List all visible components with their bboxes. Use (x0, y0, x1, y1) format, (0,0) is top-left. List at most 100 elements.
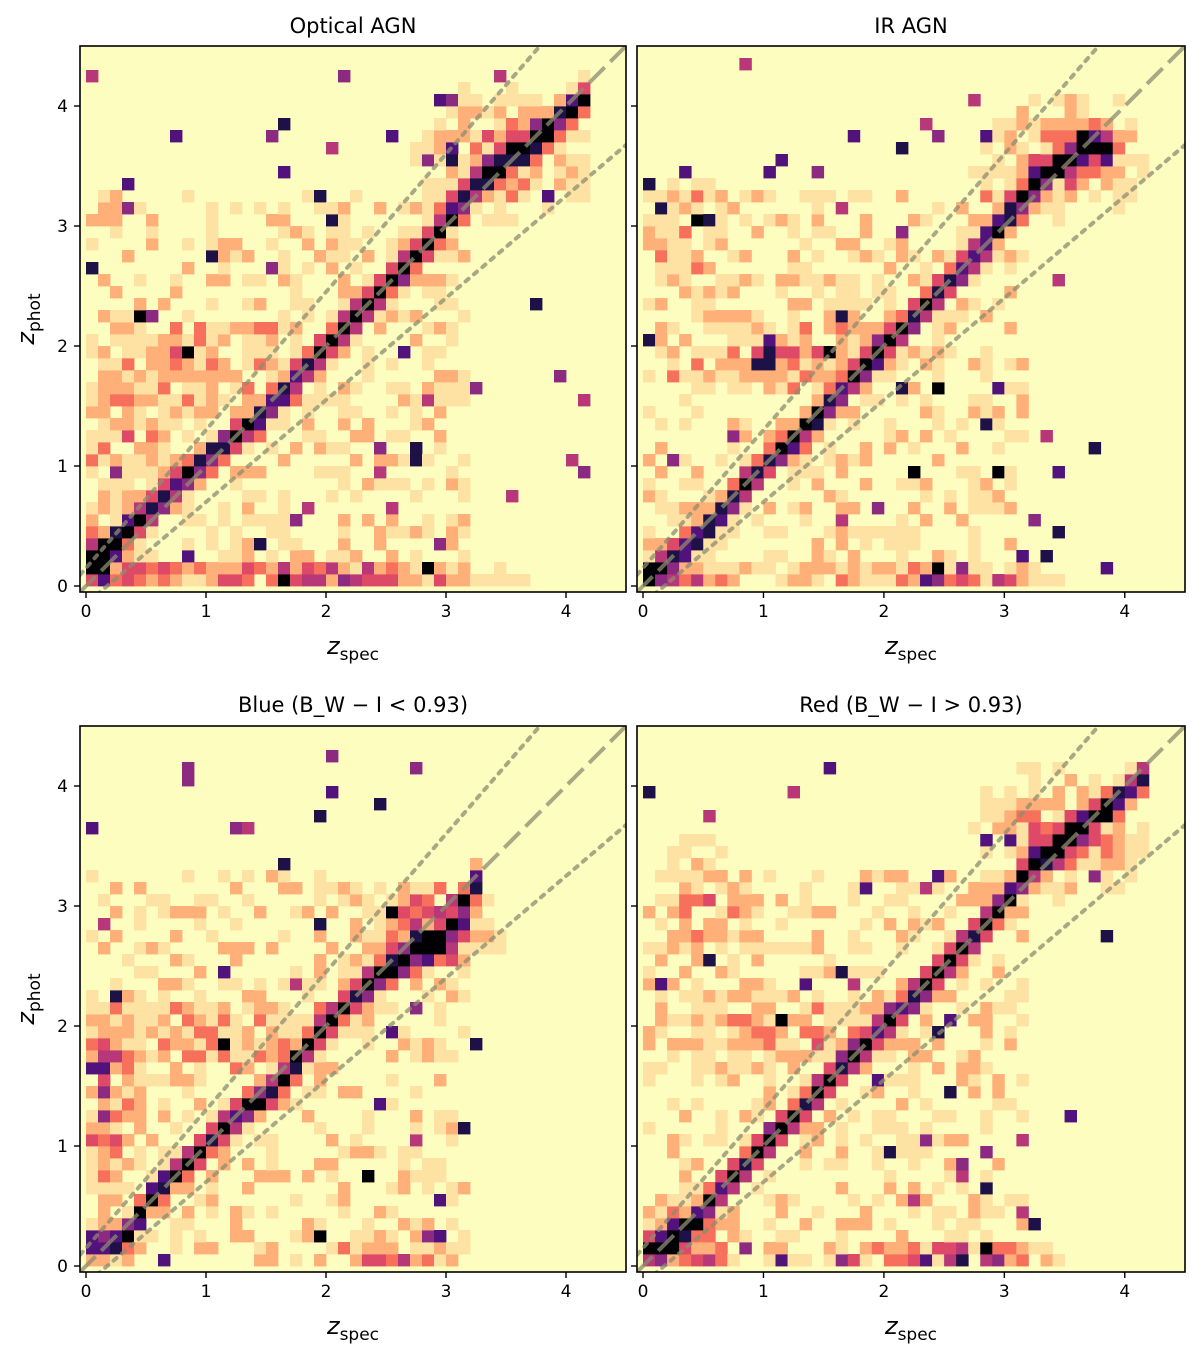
heatmap-cell (1136, 166, 1150, 179)
heatmap-cell (506, 574, 519, 587)
heatmap-cell (1016, 870, 1029, 883)
heatmap-cell (1100, 810, 1114, 823)
heatmap-cell (992, 130, 1005, 143)
heatmap-cell (530, 106, 543, 119)
heatmap-cell (859, 526, 873, 539)
heatmap-cell (242, 346, 255, 359)
heatmap-cell (739, 990, 752, 1003)
heatmap-cell (715, 846, 728, 859)
heatmap-cell (956, 202, 969, 215)
heatmap-cell (775, 574, 788, 587)
heatmap-cell (823, 550, 837, 563)
y-tick-label: 1 (57, 1137, 68, 1157)
heatmap-cell (362, 906, 375, 919)
heatmap-cell (158, 370, 171, 383)
heatmap-cell (518, 178, 531, 191)
heatmap-cell (134, 1062, 147, 1075)
heatmap-cell (835, 346, 849, 359)
heatmap-cell (566, 130, 579, 143)
heatmap-cell (920, 1146, 933, 1159)
heatmap-cell (446, 514, 459, 527)
heatmap-cell (554, 118, 567, 131)
heatmap-cell (134, 562, 147, 575)
heatmap-cell (386, 286, 399, 299)
heatmap-cell (1004, 1098, 1017, 1111)
heatmap-cell (775, 1230, 788, 1243)
heatmap-cell (715, 1014, 728, 1027)
heatmap-cell (1016, 550, 1029, 563)
heatmap-cell (374, 1146, 387, 1159)
heatmap-cell (1016, 382, 1029, 395)
heatmap-cell (980, 810, 993, 823)
heatmap-cell (158, 346, 171, 359)
heatmap-cell (434, 430, 447, 443)
heatmap-cell (643, 1218, 656, 1231)
heatmap-cell (122, 526, 135, 539)
heatmap-cell (992, 118, 1005, 131)
heatmap-cell (242, 1086, 255, 1099)
heatmap-cell (266, 334, 279, 347)
heatmap-cell (775, 526, 788, 539)
heatmap-cell (739, 1014, 752, 1027)
heatmap-cell (218, 1026, 231, 1039)
heatmap-cell (218, 514, 231, 527)
heatmap-cell (266, 1062, 279, 1075)
heatmap-cell (1100, 822, 1114, 835)
heatmap-cell (1016, 1218, 1029, 1231)
heatmap-cell (194, 1002, 207, 1015)
heatmap-cell (182, 870, 195, 883)
heatmap-cell (1064, 822, 1078, 835)
heatmap-cell (1052, 858, 1065, 871)
heatmap-cell (992, 798, 1005, 811)
heatmap-cell (835, 1158, 849, 1171)
heatmap-cell (410, 550, 423, 563)
heatmap-cell (194, 370, 207, 383)
x-tick-label: 4 (561, 1282, 572, 1302)
heatmap-cell (787, 1038, 800, 1051)
heatmap-cell (715, 906, 728, 919)
heatmap-cell (242, 1122, 255, 1135)
heatmap-cell (643, 490, 656, 503)
heatmap-cell (146, 358, 159, 371)
heatmap-cell (1052, 882, 1065, 895)
heatmap-cell (206, 1038, 219, 1051)
heatmap-cell (968, 94, 981, 107)
heatmap-cell (1064, 870, 1078, 883)
heatmap-cell (362, 1146, 375, 1159)
heatmap-cell (1136, 154, 1150, 167)
heatmap-cell (932, 1254, 945, 1267)
heatmap-cell (847, 978, 861, 991)
heatmap-cell (655, 250, 668, 263)
heatmap-cell (655, 490, 668, 503)
heatmap-cell (703, 1206, 716, 1219)
heatmap-cell (956, 1242, 969, 1255)
heatmap-cell (883, 238, 897, 251)
heatmap-cell (290, 286, 303, 299)
heatmap-cell (446, 394, 459, 407)
heatmap-cell (122, 370, 135, 383)
heatmap-cell (944, 430, 957, 443)
heatmap-cell (992, 418, 1005, 431)
heatmap-cell (110, 454, 123, 467)
heatmap-cell (230, 574, 243, 587)
heatmap-cell (667, 202, 680, 215)
heatmap-cell (386, 562, 399, 575)
heatmap-cell (643, 1026, 656, 1039)
heatmap-cell (895, 346, 909, 359)
heatmap-cell (907, 978, 921, 991)
heatmap-cell (992, 406, 1005, 419)
heatmap-cell (751, 894, 764, 907)
heatmap-cell (703, 238, 716, 251)
heatmap-cell (194, 406, 207, 419)
heatmap-cell (871, 526, 885, 539)
heatmap-cell (895, 978, 909, 991)
heatmap-cell (290, 1254, 303, 1267)
heatmap-cell (956, 1050, 969, 1063)
heatmap-cell (739, 310, 752, 323)
heatmap-cell (98, 310, 111, 323)
heatmap-cell (314, 1002, 327, 1015)
heatmap-cell (110, 1062, 123, 1075)
heatmap-cell (434, 1002, 447, 1015)
heatmap-cell (691, 954, 704, 967)
heatmap-cell (1052, 822, 1065, 835)
